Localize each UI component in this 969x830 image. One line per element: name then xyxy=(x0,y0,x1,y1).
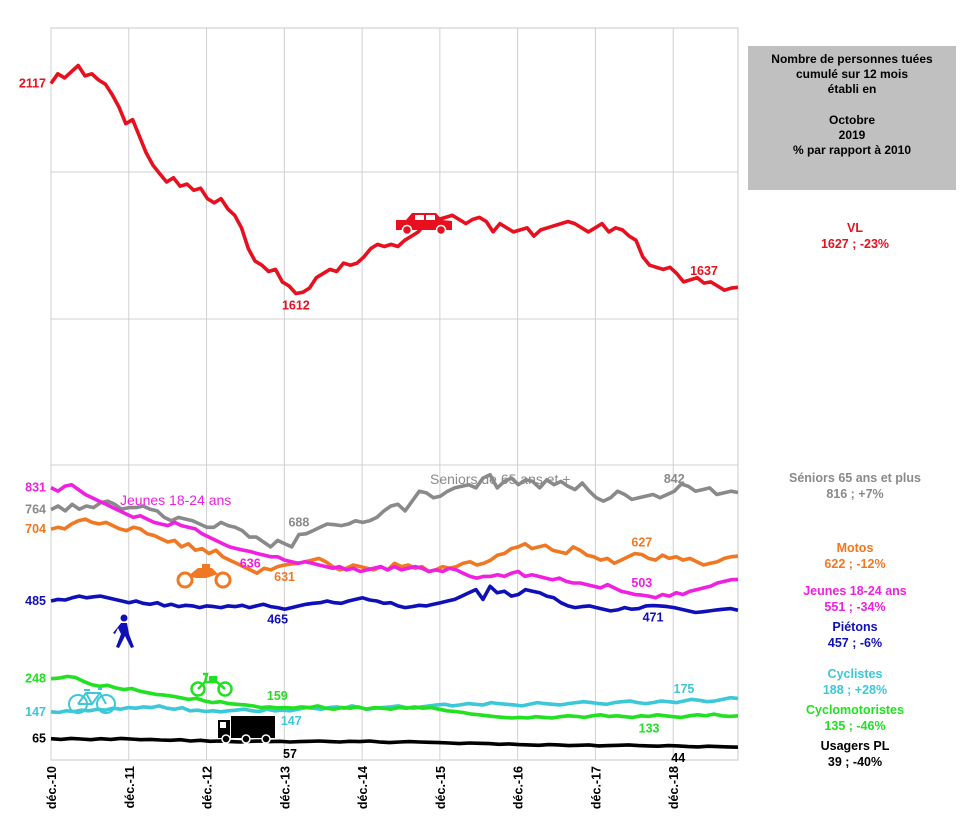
legend-cyclo-name: Cyclomotoristes xyxy=(806,703,904,717)
series-line-vl xyxy=(49,63,739,296)
chart-grid xyxy=(50,27,739,761)
data-label-cyclistes: 147 xyxy=(281,714,302,728)
info-box: Nombre de personnes tuées cumulé sur 12 … xyxy=(748,46,956,190)
legend-seniors-summary: 816 ; +7% xyxy=(826,487,884,501)
legend-pietons-summary: 457 ; -6% xyxy=(827,636,883,650)
chart-icons xyxy=(68,213,452,744)
data-label-jeunes: 636 xyxy=(240,557,261,571)
legend-pietons: Piétons 457 ; -6% xyxy=(755,619,955,651)
series-line-jeunes xyxy=(50,482,739,600)
data-label-cyclo: 159 xyxy=(267,689,288,703)
data-label-pl: 57 xyxy=(283,747,297,761)
pedestrian-icon xyxy=(113,614,134,648)
car-icon xyxy=(396,213,452,236)
series-line-pl xyxy=(50,736,739,749)
data-label-pl: 44 xyxy=(671,751,685,765)
legend-pl: Usagers PL 39 ; -40% xyxy=(755,738,955,770)
legend-pietons-name: Piétons xyxy=(832,620,878,634)
data-label-pietons: 465 xyxy=(267,613,288,627)
bicycle-icon xyxy=(68,688,116,714)
legend-vl: VL 1627 ; -23% xyxy=(755,220,955,252)
series-annotation-jeunes: Jeunes 18-24 ans xyxy=(120,492,231,508)
x-tick-label: déc.-18 xyxy=(667,766,681,809)
series-line-motos xyxy=(50,517,739,576)
legend-seniors: Séniors 65 ans et plus 816 ; +7% xyxy=(755,470,955,502)
legend-motos: Motos 622 ; -12% xyxy=(755,540,955,572)
data-label-vl: 1637 xyxy=(690,264,718,278)
chart-annotations: 2117 1612 1637 764 688 842 Seniors de 65 ans e… xyxy=(19,76,718,765)
data-label-pietons: 485 xyxy=(25,594,46,608)
series-line-pietons xyxy=(50,584,739,615)
data-label-pietons: 471 xyxy=(643,611,664,625)
data-label-cyclo: 133 xyxy=(639,721,660,735)
series-line-cyclistes xyxy=(50,695,739,715)
info-line3: établi en xyxy=(827,82,877,96)
x-tick-label: déc.-16 xyxy=(512,766,526,809)
data-label-seniors: 764 xyxy=(25,503,46,517)
series-line-seniors xyxy=(50,472,739,549)
data-label-pl: 65 xyxy=(32,732,46,746)
series-line-cyclo xyxy=(50,674,739,720)
legend-cyclo: Cyclomotoristes 135 ; -46% xyxy=(755,702,955,734)
truck-icon xyxy=(218,716,275,744)
legend-jeunes-name: Jeunes 18-24 ans xyxy=(803,584,907,598)
legend-cyclistes-name: Cyclistes xyxy=(827,667,883,681)
x-tick-label: déc.-14 xyxy=(356,766,370,809)
info-year: 2019 xyxy=(838,128,866,142)
data-label-seniors: 842 xyxy=(664,472,685,486)
data-label-cyclo: 248 xyxy=(25,672,46,686)
info-line1: Nombre de personnes tuées xyxy=(771,52,933,66)
data-label-jeunes: 831 xyxy=(25,481,46,495)
x-tick-label: déc.-15 xyxy=(434,766,448,809)
info-line2: cumulé sur 12 mois xyxy=(795,67,909,81)
legend-pl-summary: 39 ; -40% xyxy=(827,755,883,769)
x-tick-label: déc.-13 xyxy=(278,766,292,809)
series-annotation-seniors: Seniors de 65 ans et + xyxy=(430,471,571,487)
data-label-vl: 1612 xyxy=(282,299,310,313)
x-tick-label: déc.-10 xyxy=(45,766,59,809)
legend-cyclistes-summary: 188 ; +28% xyxy=(822,683,888,697)
legend-pl-name: Usagers PL xyxy=(820,739,890,753)
chart-series-lines xyxy=(49,63,739,749)
legend-jeunes-summary: 551 ; -34% xyxy=(824,600,886,614)
data-label-cyclistes: 175 xyxy=(674,682,695,696)
x-axis-tick-labels: déc.-10 déc.-11 déc.-12 déc.-13 déc.-14 déc.-… xyxy=(45,766,681,809)
data-label-motos: 627 xyxy=(631,535,652,549)
data-label-seniors: 688 xyxy=(288,515,309,529)
legend-motos-name: Motos xyxy=(836,541,874,555)
legend-vl-summary: 1627 ; -23% xyxy=(820,237,890,251)
legend-vl-name: VL xyxy=(847,221,863,235)
legend-jeunes: Jeunes 18-24 ans 551 ; -34% xyxy=(755,583,955,615)
x-tick-label: déc.-11 xyxy=(123,766,137,808)
x-tick-label: déc.-12 xyxy=(201,766,215,809)
legend-cyclo-summary: 135 ; -46% xyxy=(824,719,886,733)
legend-cyclistes: Cyclistes 188 ; +28% xyxy=(755,666,955,698)
moped-icon xyxy=(190,672,233,697)
legend-motos-summary: 622 ; -12% xyxy=(824,557,886,571)
motorcycle-icon xyxy=(176,564,232,589)
data-label-cyclistes: 147 xyxy=(25,705,46,719)
data-label-motos: 704 xyxy=(25,522,46,536)
x-tick-label: déc.-17 xyxy=(589,766,603,809)
data-label-motos: 631 xyxy=(274,570,295,584)
legend-seniors-name: Séniors 65 ans et plus xyxy=(789,471,921,485)
data-label-vl: 2117 xyxy=(19,76,46,90)
info-pct-note: % par rapport à 2010 xyxy=(792,143,912,157)
info-month: Octobre xyxy=(828,113,875,127)
data-label-jeunes: 503 xyxy=(631,576,652,590)
